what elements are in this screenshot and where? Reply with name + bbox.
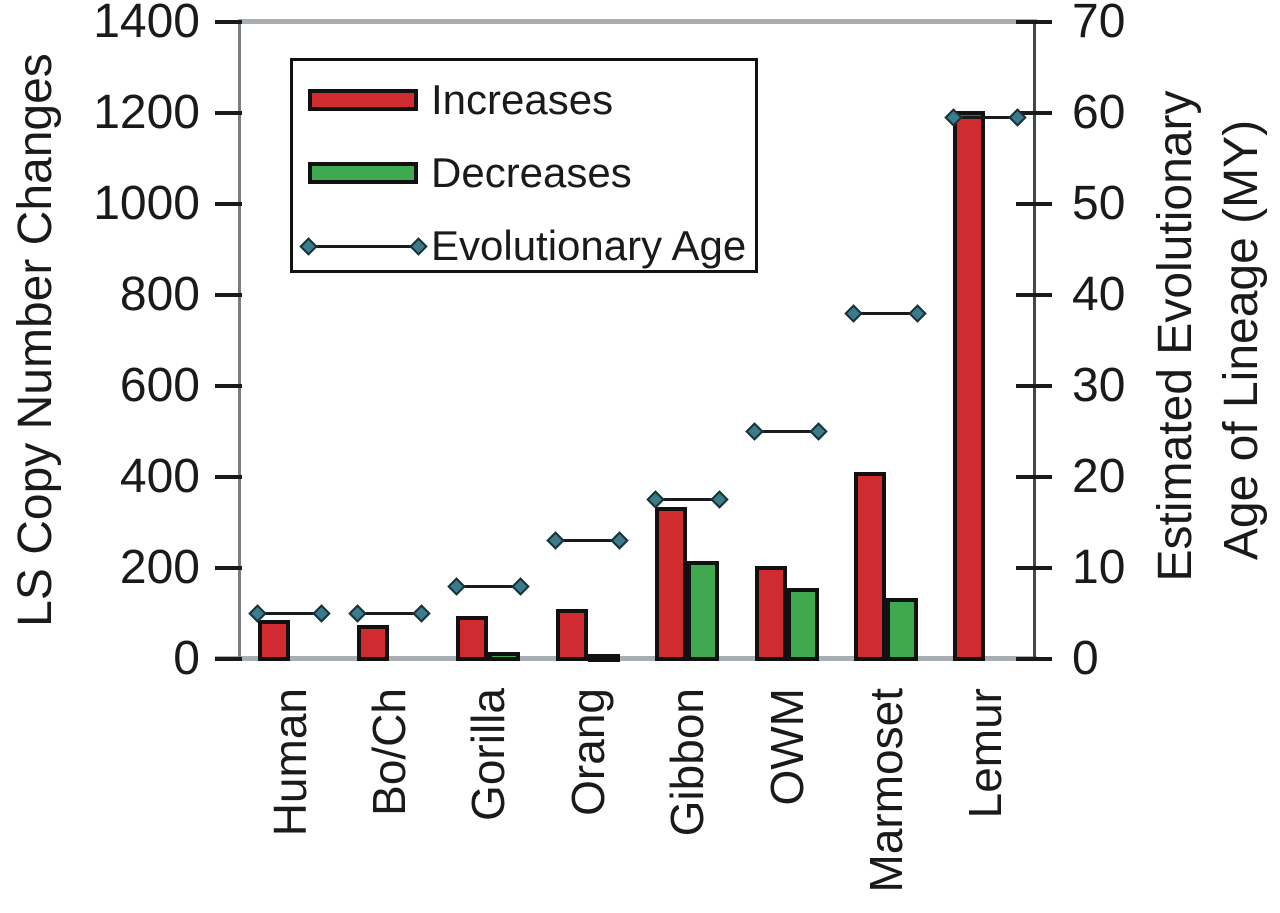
decrease-bar	[885, 597, 918, 661]
increase-bar	[953, 110, 986, 661]
right-axis-tick-label: 30	[1072, 359, 1126, 412]
increase-bar	[655, 506, 688, 661]
category-label: Marmoset	[859, 688, 912, 893]
left-axis-tick	[215, 20, 242, 24]
x-axis-baseline	[215, 656, 1037, 661]
age-diamond-marker	[347, 604, 367, 623]
age-diamond-marker	[411, 604, 431, 623]
increase-bar	[555, 608, 588, 661]
left-axis-tick-label: 1200	[93, 86, 200, 139]
age-diamond-marker	[745, 422, 764, 441]
age-line	[456, 584, 521, 588]
left-axis-tick	[215, 384, 242, 388]
category-label: Human	[263, 688, 316, 837]
age-line	[953, 116, 1018, 120]
category-label: Gorilla	[462, 688, 515, 821]
right-axis-tick-label: 10	[1072, 541, 1126, 594]
increase-bar	[257, 620, 290, 661]
plot-top-border	[238, 19, 1037, 24]
legend-label: Evolutionary Age	[431, 222, 747, 269]
category-label: Gibbon	[661, 688, 714, 837]
left-axis-tick	[215, 293, 242, 297]
right-axis-tick-label: 40	[1072, 268, 1126, 321]
decrease-bar	[587, 654, 620, 663]
left-axis-tick-label: 200	[119, 541, 200, 594]
category-label: Lemur	[959, 688, 1012, 819]
increase-bar	[456, 615, 489, 661]
left-axis-tick	[215, 111, 242, 115]
legend-diamond-icon	[298, 236, 318, 256]
category-label: OWM	[760, 688, 813, 806]
right-axis-line	[1033, 20, 1036, 661]
legend-diamond-icon	[408, 236, 428, 256]
left-axis-tick-label: 800	[119, 268, 200, 321]
right-axis-tick	[1016, 475, 1052, 479]
age-line	[853, 311, 918, 315]
right-axis-tick-label: 20	[1072, 450, 1126, 503]
right-axis-title-line1: Estimated Evolutionary	[1149, 90, 1202, 582]
age-diamond-marker	[511, 576, 530, 596]
decrease-bar	[687, 561, 720, 661]
right-axis-tick	[1016, 293, 1052, 297]
age-line	[257, 612, 322, 615]
legend-label: Increases	[431, 76, 614, 123]
right-axis-tick	[1016, 20, 1052, 24]
left-axis-tick-label: 400	[119, 450, 200, 503]
decrease-bar	[488, 652, 521, 661]
left-axis-line	[238, 20, 241, 660]
age-diamond-marker	[908, 303, 928, 323]
legend-label: Decreases	[431, 149, 632, 196]
left-axis-tick-label: 600	[119, 359, 200, 412]
age-diamond-marker	[809, 422, 828, 441]
right-axis-tick-label: 60	[1072, 86, 1126, 139]
age-line	[357, 612, 422, 615]
category-label: Bo/Ch	[363, 688, 416, 816]
left-axis-tick-label: 1000	[93, 177, 200, 230]
right-axis-tick	[1016, 566, 1052, 570]
legend-swatch-decreases	[308, 162, 418, 184]
left-axis-tick	[215, 202, 242, 206]
legend: Increases Decreases Evolutionary Age	[290, 58, 758, 273]
left-axis-tick	[215, 566, 242, 570]
increase-bar	[754, 565, 787, 661]
legend-swatch-increases	[308, 89, 418, 111]
left-axis-tick-label: 1400	[93, 0, 200, 48]
age-diamond-marker	[709, 490, 729, 509]
increase-bar	[853, 472, 886, 661]
left-axis-tick-label: 0	[173, 632, 200, 685]
increase-bar	[357, 624, 390, 661]
age-diamond-marker	[312, 604, 331, 623]
right-axis-tick-label: 0	[1072, 632, 1099, 685]
age-diamond-marker	[844, 303, 864, 323]
category-label: Orang	[561, 688, 614, 816]
decrease-bar	[786, 588, 819, 661]
right-axis-tick	[1016, 202, 1052, 206]
legend-line-sample	[308, 244, 418, 248]
right-axis-tick	[1016, 111, 1052, 115]
left-axis-title: LS Copy Number Changes	[9, 53, 62, 627]
age-line	[754, 430, 819, 433]
right-axis-tick	[1016, 657, 1052, 661]
left-axis-tick	[215, 475, 242, 479]
age-line	[655, 498, 720, 502]
left-axis-tick	[215, 657, 242, 661]
right-axis-tick	[1016, 384, 1052, 388]
age-diamond-marker	[447, 576, 466, 596]
age-diamond-marker	[610, 531, 630, 550]
right-axis-title-line2: Age of Lineage (MY)	[1215, 119, 1268, 561]
right-axis-tick-label: 70	[1072, 0, 1126, 48]
age-diamond-marker	[546, 531, 566, 550]
right-axis-tick-label: 50	[1072, 177, 1126, 230]
age-line	[555, 539, 620, 543]
